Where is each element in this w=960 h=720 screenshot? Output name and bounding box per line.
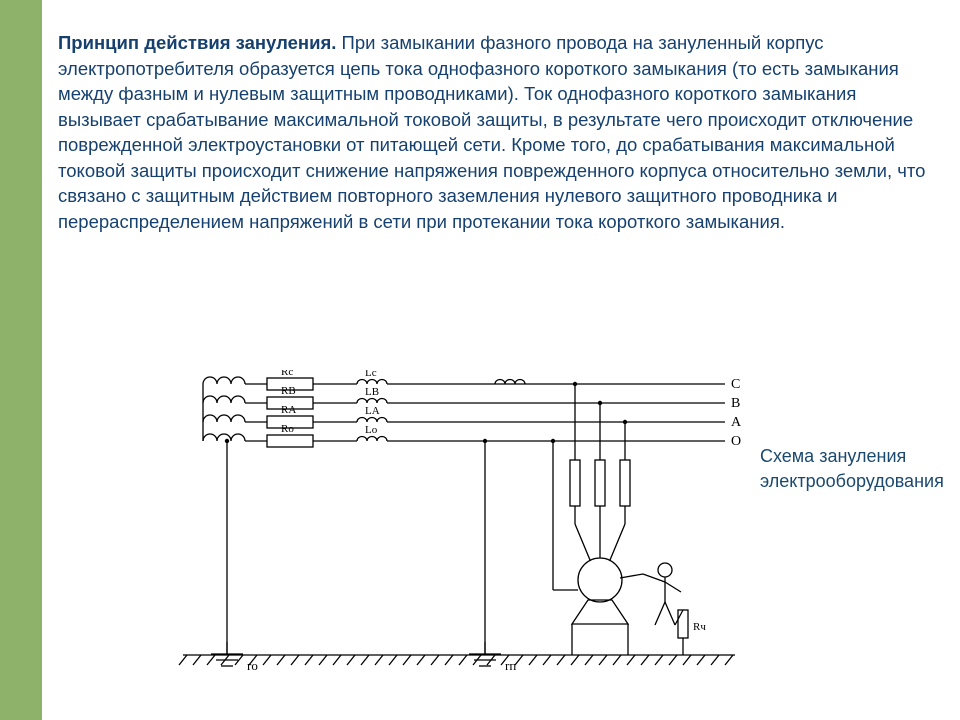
svg-text:RB: RB bbox=[281, 385, 296, 397]
svg-text:rп: rп bbox=[505, 658, 516, 673]
main-paragraph: Принцип действия зануления. При замыкани… bbox=[58, 30, 938, 234]
paragraph-title: Принцип действия зануления. bbox=[58, 32, 336, 53]
svg-text:LB: LB bbox=[365, 386, 379, 398]
paragraph-body: При замыкании фазного провода на занулен… bbox=[58, 32, 925, 232]
svg-text:Rc: Rc bbox=[281, 370, 293, 378]
diagram-caption: Схема зануления электрооборудования bbox=[760, 444, 950, 494]
svg-text:Rч: Rч bbox=[693, 621, 706, 633]
svg-text:O: O bbox=[731, 434, 741, 449]
svg-text:Lc: Lc bbox=[365, 370, 377, 379]
svg-text:RA: RA bbox=[281, 404, 296, 416]
svg-text:Ro: Ro bbox=[281, 423, 294, 435]
svg-text:Lo: Lo bbox=[365, 424, 378, 436]
svg-text:B: B bbox=[731, 396, 740, 411]
grounding-schematic: RcLcCRBLBBRALAARoLoOrпroRч bbox=[175, 370, 770, 700]
svg-text:A: A bbox=[731, 415, 742, 430]
svg-text:LA: LA bbox=[365, 405, 380, 417]
svg-text:C: C bbox=[731, 377, 740, 392]
sidebar-accent bbox=[0, 0, 42, 720]
